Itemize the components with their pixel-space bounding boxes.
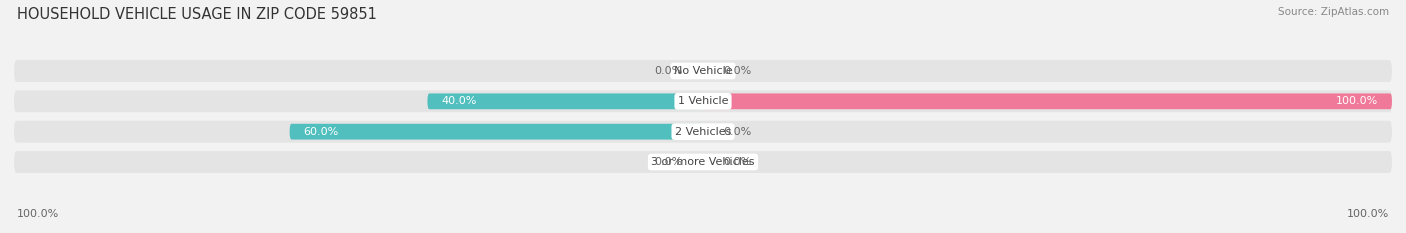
Text: HOUSEHOLD VEHICLE USAGE IN ZIP CODE 59851: HOUSEHOLD VEHICLE USAGE IN ZIP CODE 5985… [17,7,377,22]
FancyBboxPatch shape [14,121,1392,143]
Text: 2 Vehicles: 2 Vehicles [675,127,731,137]
FancyBboxPatch shape [703,93,1392,109]
Text: 100.0%: 100.0% [1336,96,1378,106]
Text: 0.0%: 0.0% [654,157,682,167]
Text: 0.0%: 0.0% [654,66,682,76]
Text: Source: ZipAtlas.com: Source: ZipAtlas.com [1278,7,1389,17]
FancyBboxPatch shape [14,90,1392,112]
Text: 3 or more Vehicles: 3 or more Vehicles [651,157,755,167]
FancyBboxPatch shape [14,60,1392,82]
FancyBboxPatch shape [290,124,703,140]
Text: 1 Vehicle: 1 Vehicle [678,96,728,106]
FancyBboxPatch shape [14,151,1392,173]
Text: 0.0%: 0.0% [724,66,752,76]
Text: No Vehicle: No Vehicle [673,66,733,76]
Text: 40.0%: 40.0% [441,96,477,106]
Text: 0.0%: 0.0% [724,157,752,167]
FancyBboxPatch shape [427,93,703,109]
Text: 100.0%: 100.0% [17,209,59,219]
Text: 100.0%: 100.0% [1347,209,1389,219]
Text: 0.0%: 0.0% [724,127,752,137]
Text: 60.0%: 60.0% [304,127,339,137]
